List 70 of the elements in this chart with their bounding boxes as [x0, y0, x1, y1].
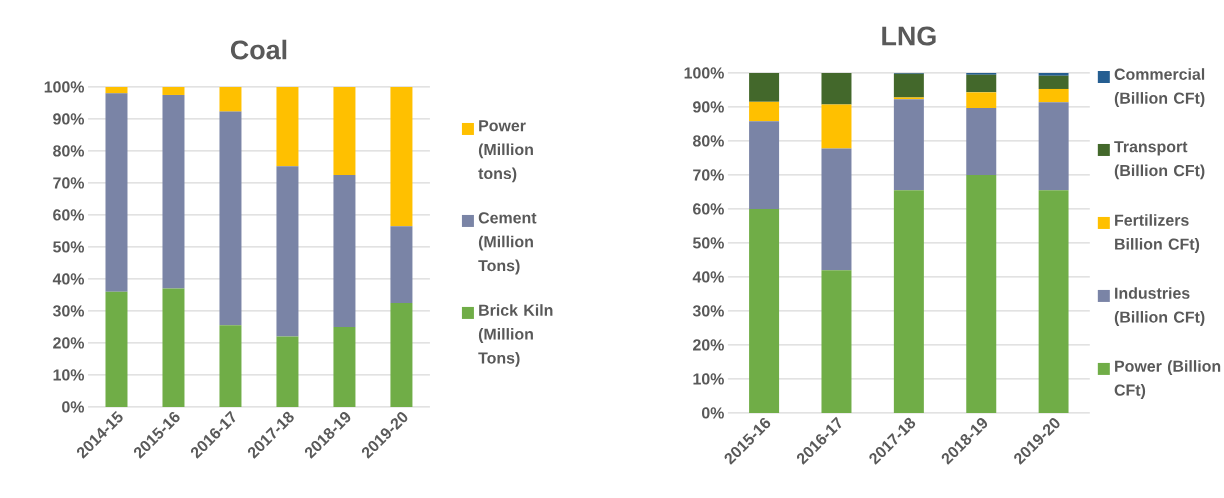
bar [749, 101, 780, 122]
bar [333, 326, 356, 407]
bar [749, 121, 780, 209]
bar [1038, 73, 1069, 76]
y-tick-label: 60% [53, 209, 85, 221]
y-tick-label: 80% [53, 145, 85, 157]
bar [105, 93, 128, 292]
bar [219, 87, 242, 112]
y-tick-label: 60% [693, 203, 724, 215]
bar [105, 87, 128, 94]
chart-title: LNG [882, 26, 936, 46]
bar [966, 108, 997, 176]
y-tick-label: 100% [44, 81, 85, 93]
legend-label: Power (Million tons) [478, 120, 533, 183]
bar [749, 73, 780, 102]
bar [276, 166, 299, 337]
legend-label: Brick Kiln (Million Tons) [478, 304, 553, 367]
bar [390, 226, 413, 303]
legend-label: Commercial (Billion CFt) [1114, 68, 1205, 107]
y-tick-label: 20% [693, 339, 724, 351]
bar [390, 302, 413, 407]
bar [219, 325, 242, 407]
y-tick-label: 50% [692, 237, 724, 249]
bar [966, 175, 997, 413]
y-tick-label: 90% [693, 101, 724, 113]
bar [1038, 89, 1069, 103]
bar [1038, 102, 1069, 191]
bar [821, 73, 852, 105]
y-tick-label: 20% [53, 337, 85, 349]
bar [162, 288, 185, 407]
bar [333, 87, 356, 176]
y-tick-label: 30% [52, 305, 85, 317]
chart-title: Coal [230, 39, 287, 60]
bar [105, 291, 128, 407]
bar [1038, 190, 1069, 413]
y-tick-label: 100% [684, 67, 724, 79]
bar [893, 73, 924, 98]
y-tick-label: 30% [692, 305, 724, 317]
bar [821, 270, 852, 413]
bar [749, 209, 780, 413]
legend-label: Industries (Billion CFt) [1114, 287, 1205, 326]
bar [162, 87, 185, 96]
y-tick-label: 70% [53, 177, 85, 189]
y-tick-label: 70% [693, 169, 724, 181]
bar [966, 92, 997, 109]
y-tick-label: 50% [53, 241, 85, 253]
bar [276, 336, 299, 407]
bar [276, 87, 299, 167]
y-tick-label: 0% [701, 407, 724, 419]
bar [821, 104, 852, 149]
y-tick-label: 40% [52, 273, 85, 285]
y-tick-label: 40% [692, 271, 724, 283]
bar [1038, 75, 1069, 89]
bar [966, 74, 997, 93]
y-tick-label: 80% [692, 135, 724, 147]
bar [893, 190, 924, 413]
bar [821, 148, 852, 271]
y-tick-label: 10% [53, 369, 85, 381]
legend-label: Cement (Million Tons) [478, 212, 537, 275]
legend-label: Fertilizers Billion CFt) [1115, 214, 1200, 253]
legend-label: Power (Billion CFt) [1114, 360, 1221, 399]
bar [162, 95, 185, 289]
y-tick-label: 0% [62, 401, 85, 413]
y-tick-label: 90% [53, 113, 85, 125]
legend-label: Transport (Billion CFt) [1114, 141, 1205, 180]
y-tick-label: 10% [693, 373, 724, 385]
bar [333, 175, 356, 327]
bar [219, 111, 242, 326]
bar [390, 87, 413, 227]
bar [893, 99, 924, 191]
